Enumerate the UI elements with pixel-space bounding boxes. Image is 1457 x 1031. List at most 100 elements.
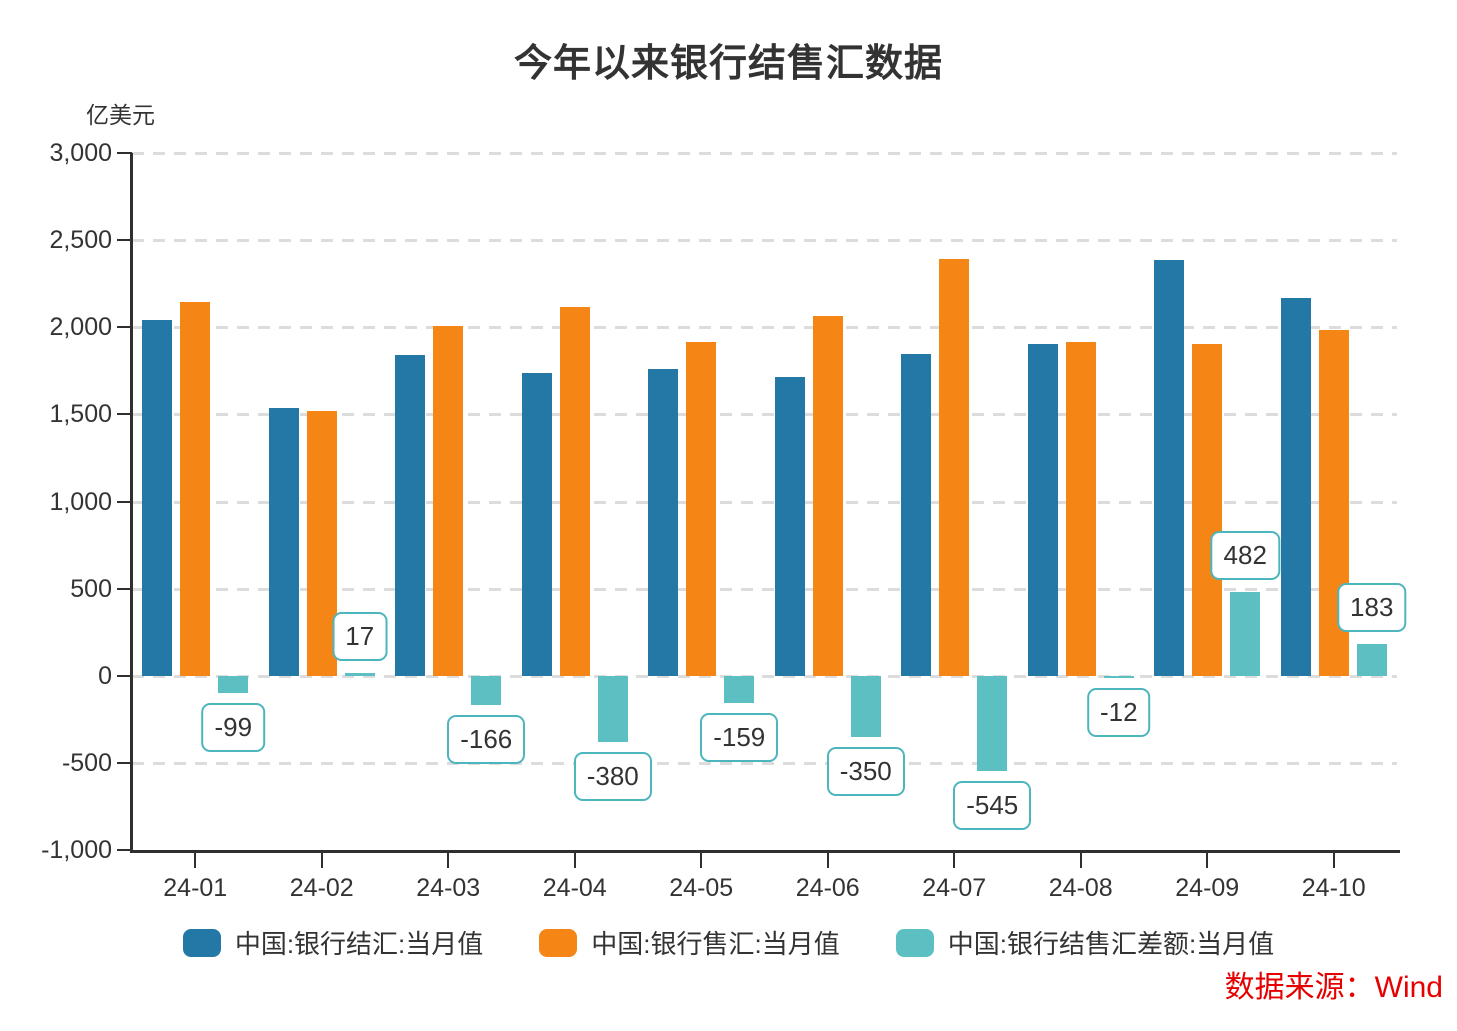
value-label-24-01: -99 [201,703,266,752]
legend-swatch-settlement [182,928,221,957]
x-tick-label-24-06: 24-06 [795,874,860,902]
y-axis-tick-1000 [117,500,132,503]
bar-series2-24-09[interactable] [1192,343,1223,676]
y-tick-label-2500: 2,500 [49,226,112,255]
x-axis-tick-24-10 [1332,853,1335,868]
bar-series1-24-07[interactable] [901,353,932,676]
legend-label-balance: 中国:银行结售汇差额:当月值 [947,929,1275,959]
bar-series3-24-06[interactable] [850,675,881,737]
bar-series2-24-02[interactable] [306,410,337,676]
legend-swatch-sales [539,928,578,957]
legend-label-settlement: 中国:银行结汇:当月值 [234,929,484,959]
x-axis-tick-24-04 [573,853,576,868]
bar-series3-24-08[interactable] [1103,675,1134,678]
x-tick-label-24-07: 24-07 [922,874,987,902]
bar-series3-24-02[interactable] [344,672,375,676]
legend: 中国:银行结汇:当月值 中国:银行售汇:当月值 中国:银行结售汇差额:当月值 [0,924,1457,961]
bar-series1-24-09[interactable] [1154,259,1185,676]
x-axis-tick-24-01 [194,853,197,868]
x-tick-label-24-09: 24-09 [1175,874,1240,902]
legend-item-balance[interactable]: 中国:银行结售汇差额:当月值 [895,924,1275,961]
y-tick-label-0: 0 [98,661,112,690]
x-tick-label-24-05: 24-05 [669,874,734,902]
gridline-2500 [132,239,1397,243]
bar-series3-24-07[interactable] [977,675,1008,771]
value-label-24-09: 482 [1210,530,1280,580]
value-label-24-02: 17 [332,611,388,661]
y-tick-label--1000: -1,000 [41,836,112,864]
y-axis-tick-3000 [117,152,132,154]
bar-series3-24-05[interactable] [724,675,755,704]
gridline-2000 [132,326,1397,330]
bar-series2-24-01[interactable] [180,302,211,676]
x-tick-label-24-03: 24-03 [416,874,481,902]
value-label-24-05: -159 [700,713,779,763]
x-tick-label-24-04: 24-04 [542,874,607,902]
bar-series3-24-10[interactable] [1356,643,1387,676]
bar-series2-24-07[interactable] [939,258,970,676]
x-axis-tick-24-02 [320,853,323,868]
x-axis-tick-24-09 [1206,853,1209,868]
bar-series3-24-09[interactable] [1230,591,1261,676]
y-axis-tick-0 [117,674,132,677]
legend-item-sales[interactable]: 中国:银行售汇:当月值 [539,924,840,961]
bar-series2-24-08[interactable] [1065,341,1096,676]
y-tick-label-1000: 1,000 [49,487,112,516]
x-axis-line [130,850,1400,853]
bar-series1-24-01[interactable] [142,319,173,676]
x-axis-tick-24-03 [447,853,450,868]
y-tick-label--500: -500 [61,748,112,777]
gridline--500 [132,761,1397,765]
gridline-1000 [132,500,1397,504]
x-axis-tick-24-08 [1079,853,1082,868]
y-axis-tick-500 [117,587,132,590]
value-label-24-04: -380 [573,751,652,801]
y-axis-tick--1000 [117,849,132,851]
x-tick-label-24-01: 24-01 [163,874,228,902]
bar-series2-24-05[interactable] [686,341,717,676]
bar-series1-24-03[interactable] [395,354,426,676]
gridline-1500 [132,413,1397,417]
bar-series1-24-02[interactable] [268,407,299,676]
y-axis-tick--500 [117,761,132,764]
bar-series2-24-04[interactable] [559,307,590,676]
x-axis-tick-24-05 [700,853,703,868]
x-tick-label-24-02: 24-02 [289,874,354,902]
y-axis-tick-2500 [117,239,132,242]
bar-series1-24-04[interactable] [521,373,552,676]
y-tick-label-1500: 1,500 [49,400,112,429]
gridline-0 [132,674,1397,678]
y-tick-label-2000: 2,000 [49,313,112,342]
data-source-note: 数据来源：Wind [1224,971,1443,1004]
y-axis-unit-label: 亿美元 [86,102,155,128]
value-label-24-07: -545 [953,780,1032,830]
gridline-3000 [132,152,1397,155]
bar-series1-24-08[interactable] [1027,343,1058,676]
value-label-24-10: 183 [1337,582,1407,632]
y-tick-label-500: 500 [70,574,112,603]
bar-series3-24-03[interactable] [471,675,502,705]
y-axis-line [130,153,133,853]
x-axis-tick-24-06 [826,853,829,868]
y-axis-tick-1500 [117,413,132,416]
bar-series2-24-06[interactable] [812,316,843,676]
bar-series1-24-10[interactable] [1280,297,1311,676]
legend-label-sales: 中国:银行售汇:当月值 [591,929,840,959]
value-label-24-03: -166 [447,714,526,764]
bar-series3-24-04[interactable] [597,675,628,742]
value-label-24-06: -350 [826,746,905,796]
bar-series2-24-03[interactable] [433,325,464,676]
x-tick-label-24-10: 24-10 [1301,874,1366,902]
gridline-500 [132,587,1397,591]
legend-item-settlement[interactable]: 中国:银行结汇:当月值 [182,924,484,961]
bar-series3-24-01[interactable] [218,675,249,693]
y-tick-label-3000: 3,000 [49,139,112,167]
x-tick-label-24-08: 24-08 [1048,874,1113,902]
chart-title: 今年以来银行结售汇数据 [513,43,943,85]
bar-series1-24-05[interactable] [648,369,679,676]
bar-series1-24-06[interactable] [774,377,805,676]
x-axis-tick-24-07 [953,853,956,868]
legend-swatch-balance [895,928,934,957]
value-label-24-08: -12 [1086,687,1151,737]
